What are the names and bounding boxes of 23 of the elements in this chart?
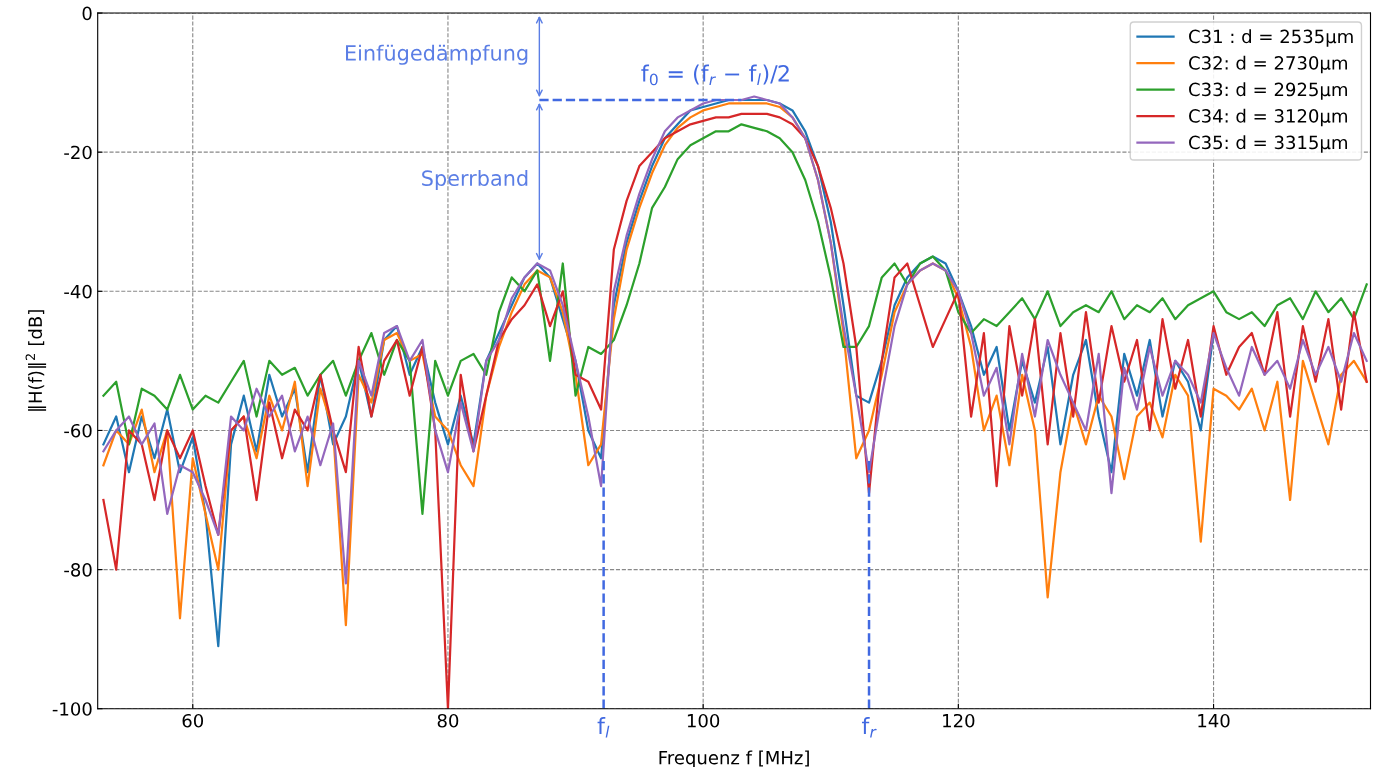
annotation: Einfügedämpfung <box>346 44 528 65</box>
x-axis-title: Frequenz f [MHz] <box>659 750 809 767</box>
annotation: f$_{0}$ = (f$_{r}$ − f$_{l}$)/2 <box>641 64 789 86</box>
legend-label: C35: d = 3315µm <box>1189 135 1347 153</box>
y-tick-label: -20 <box>64 145 92 160</box>
ref-line-label: f$_{l}$ <box>597 717 610 738</box>
y-tick-label: -60 <box>64 423 92 438</box>
y-tick-label: -40 <box>64 284 92 299</box>
annotation: Sperrband <box>422 169 528 191</box>
y-tick-label: 0 <box>82 6 92 21</box>
x-tick-label: 100 <box>687 713 720 728</box>
legend-label: C31 : d = 2535µm <box>1189 29 1353 47</box>
y-axis-title: ‖H(f)‖$^{2}$ [dB] <box>25 310 47 411</box>
ref-line-label: f$_{r}$ <box>861 717 877 738</box>
legend-label: C33: d = 2925µm <box>1189 82 1347 100</box>
x-tick-label: 120 <box>943 713 975 728</box>
y-tick-label: -100 <box>52 702 92 716</box>
legend-label: C32: d = 2730µm <box>1189 55 1347 74</box>
x-tick-label: 80 <box>437 713 459 728</box>
y-tick-label: -80 <box>64 563 92 577</box>
x-tick-label: 140 <box>1198 713 1230 728</box>
x-tick-label: 60 <box>182 713 204 728</box>
legend-label: C34: d = 3120µm <box>1189 108 1347 127</box>
